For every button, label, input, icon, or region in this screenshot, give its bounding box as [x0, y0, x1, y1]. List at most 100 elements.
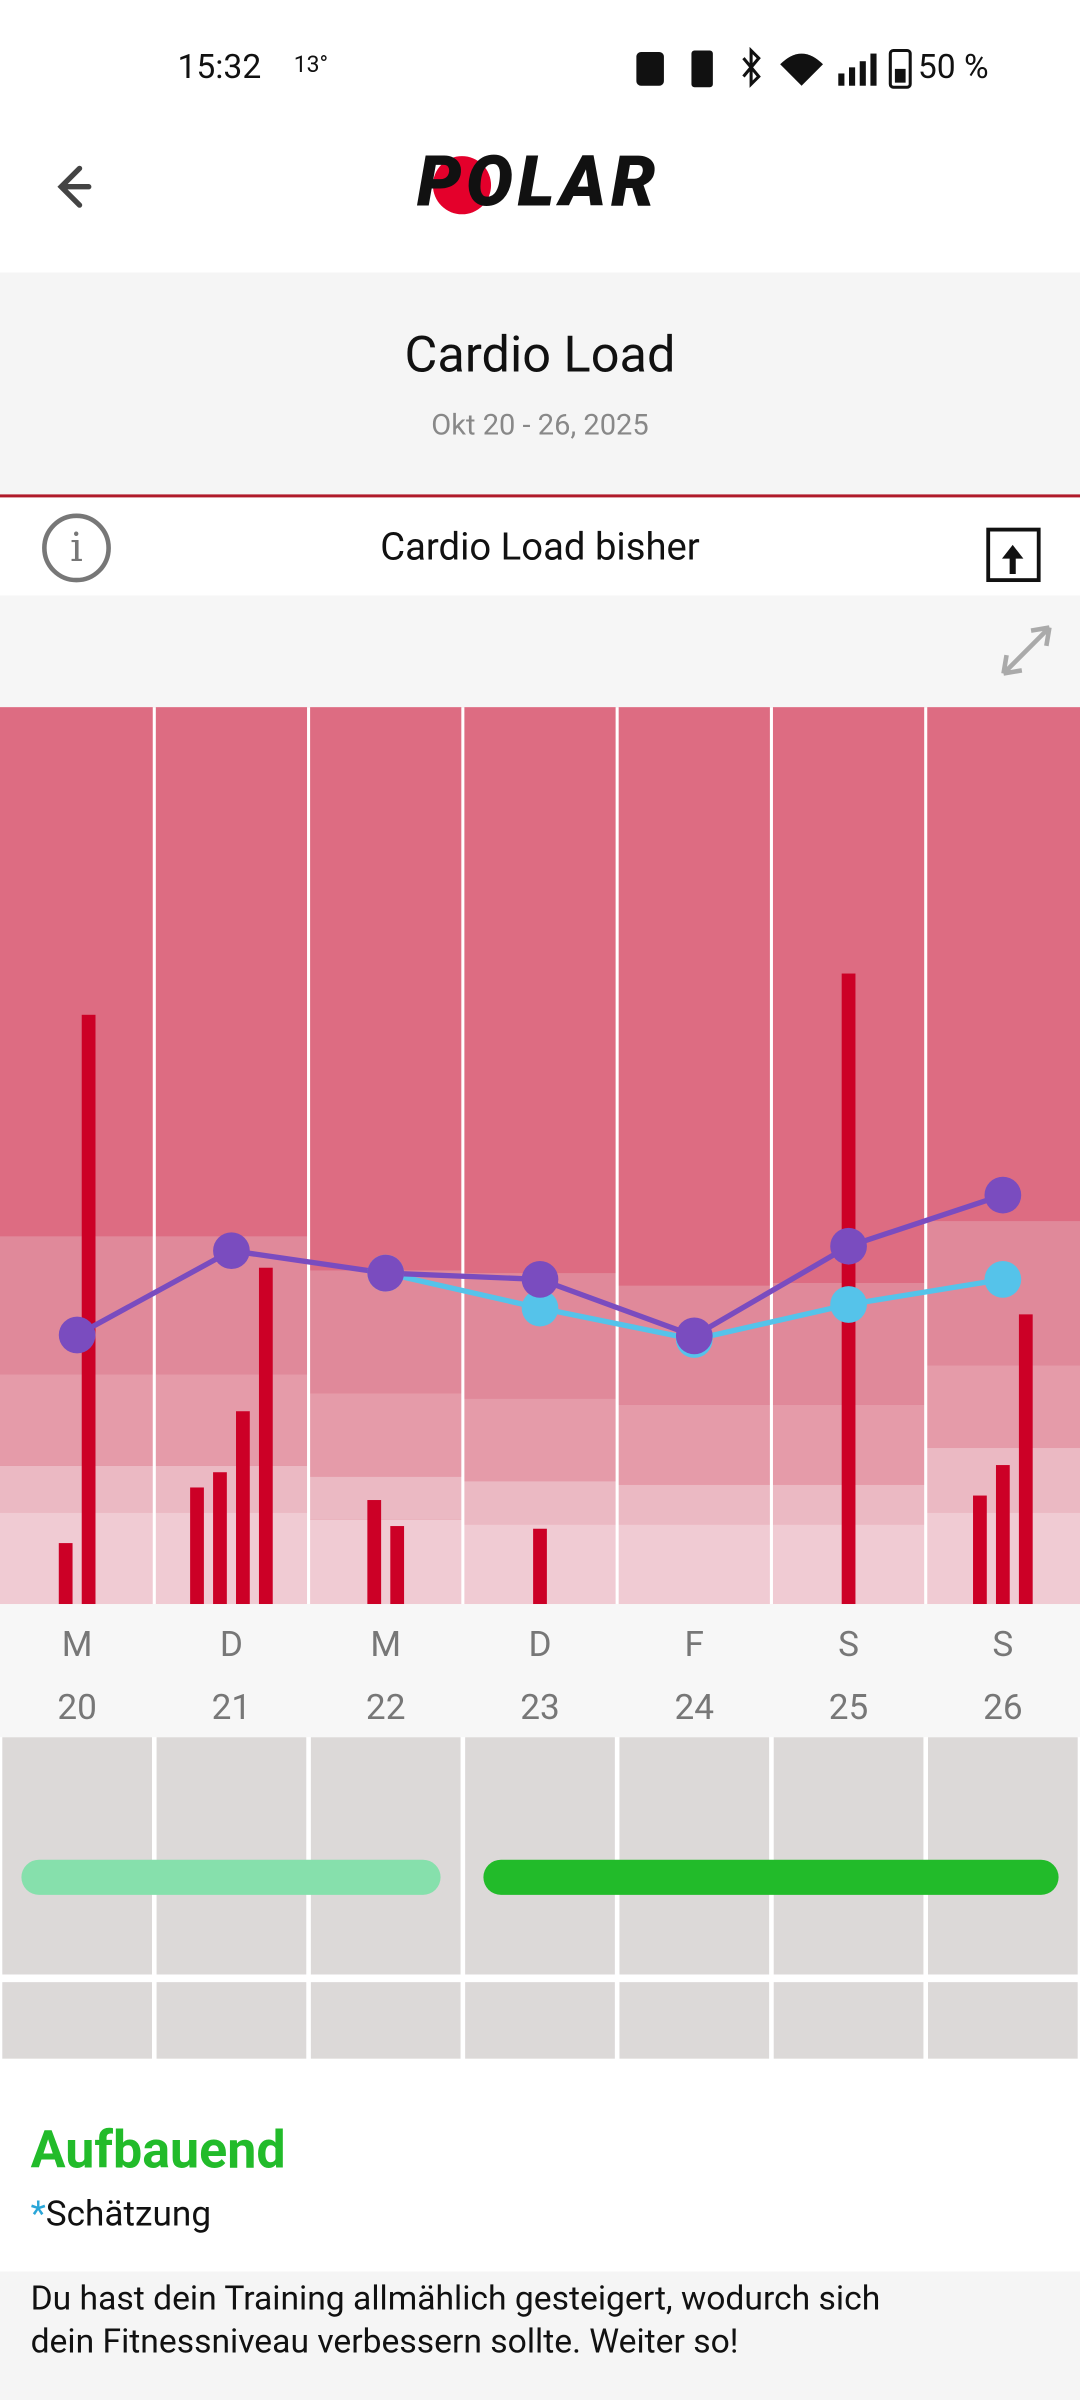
- date-label: 26: [983, 1686, 1023, 1728]
- zone: [154, 1374, 309, 1466]
- bar: [1018, 1314, 1033, 1605]
- signal-bar: [859, 61, 866, 86]
- description-line: Du hast dein Training allmählich gesteig…: [31, 2279, 881, 2318]
- day-label: S: [992, 1623, 1013, 1665]
- point: [58, 1316, 96, 1354]
- grid-cell: [928, 1982, 1078, 2059]
- grid-cell: [619, 1737, 770, 1975]
- grid-cell: [156, 1982, 307, 2059]
- subtitle: Okt 20 - 26, 2025: [431, 409, 648, 443]
- signal-bar: [838, 73, 845, 86]
- summary-status: Aufbauend: [31, 2119, 286, 2180]
- bar: [390, 1526, 405, 1605]
- chart-toolbar: [0, 595, 1080, 708]
- title-section: [0, 272, 1080, 495]
- logo-dot: [432, 156, 492, 215]
- zone: [0, 1465, 155, 1513]
- bar: [973, 1495, 987, 1605]
- zone: [154, 1512, 309, 1605]
- info-bar: [0, 497, 1080, 596]
- battery-icon: [888, 48, 912, 89]
- bar: [190, 1487, 204, 1605]
- vibrate-icon: [691, 50, 713, 88]
- bar: [533, 1528, 547, 1605]
- bar: [258, 1267, 273, 1605]
- point: [830, 1227, 867, 1265]
- point: [675, 1317, 713, 1355]
- zone: [462, 1398, 618, 1482]
- status-icons: [636, 46, 912, 89]
- date-label: 22: [366, 1686, 406, 1728]
- grid-cell: [465, 1982, 615, 2059]
- expand-button[interactable]: [1001, 625, 1052, 676]
- date-label: 20: [57, 1686, 97, 1728]
- grid-cell: [619, 1982, 770, 2059]
- info-glyph: i: [70, 525, 83, 571]
- divider: [0, 494, 1080, 498]
- nfc-icon: [636, 52, 664, 86]
- zone: [308, 1519, 463, 1605]
- summary-note: *Schätzung: [31, 2193, 211, 2235]
- grid-cell: [2, 1982, 152, 2059]
- back-button[interactable]: [57, 165, 92, 208]
- label-group: M 20 D 21 M 22 D 23 F 24 S 25 S 26: [57, 1623, 1022, 1728]
- zone: [0, 1374, 155, 1466]
- point: [367, 1254, 405, 1292]
- zone: [308, 1393, 463, 1477]
- point: [213, 1232, 250, 1270]
- logo: POLAR: [417, 141, 660, 223]
- share-button[interactable]: [986, 527, 1041, 583]
- trend-bar-light: [21, 1859, 441, 1895]
- signal-bar: [849, 67, 856, 86]
- wifi-icon: [780, 53, 824, 86]
- bar: [213, 1472, 227, 1605]
- info-label: Cardio Load bisher: [380, 526, 700, 570]
- zone: [617, 1524, 772, 1605]
- day-label: S: [838, 1623, 859, 1665]
- day-label: M: [62, 1623, 93, 1665]
- bar: [995, 1465, 1010, 1605]
- grid-cell: [773, 1982, 924, 2059]
- day-label: D: [528, 1623, 551, 1665]
- bar: [367, 1500, 382, 1605]
- bar: [58, 1543, 73, 1605]
- bar: [236, 1411, 250, 1605]
- day-label: M: [370, 1623, 401, 1665]
- status-temperature: 13°: [294, 51, 328, 78]
- grid-cell: [156, 1737, 307, 1975]
- grid-cell: [465, 1737, 615, 1975]
- zone: [0, 1512, 155, 1605]
- point: [984, 1176, 1022, 1214]
- grid-cell: [773, 1737, 924, 1975]
- status-battery: 50 %: [918, 48, 989, 87]
- grid-cell: [310, 1982, 461, 2059]
- signal-bar: [870, 53, 877, 86]
- day-label: D: [220, 1623, 243, 1665]
- zone: [617, 1404, 772, 1485]
- day-label: F: [685, 1623, 704, 1665]
- info-button[interactable]: [42, 513, 111, 583]
- chart: [0, 707, 1080, 1605]
- grid-cell: [2, 1737, 152, 1975]
- grid-cell: [310, 1737, 461, 1975]
- date-label: 21: [212, 1686, 252, 1728]
- trend-bar: [483, 1859, 1059, 1895]
- zone: [308, 1476, 463, 1520]
- title: Cardio Load: [405, 325, 676, 384]
- description-line: dein Fitnessniveau verbessern sollte. We…: [31, 2322, 739, 2361]
- zone: [462, 1481, 618, 1525]
- zone: [925, 1365, 1080, 1449]
- date-label: 24: [675, 1686, 715, 1728]
- point: [984, 1261, 1022, 1298]
- date-label: 25: [829, 1686, 869, 1728]
- bluetooth-icon: [742, 46, 761, 88]
- share-frame: [986, 527, 1041, 583]
- zone: [154, 1465, 309, 1513]
- point: [521, 1289, 559, 1327]
- share-arrow: [1001, 544, 1024, 574]
- grid-cell: [928, 1737, 1078, 1975]
- top-bar: [0, 0, 1080, 273]
- point: [830, 1286, 867, 1323]
